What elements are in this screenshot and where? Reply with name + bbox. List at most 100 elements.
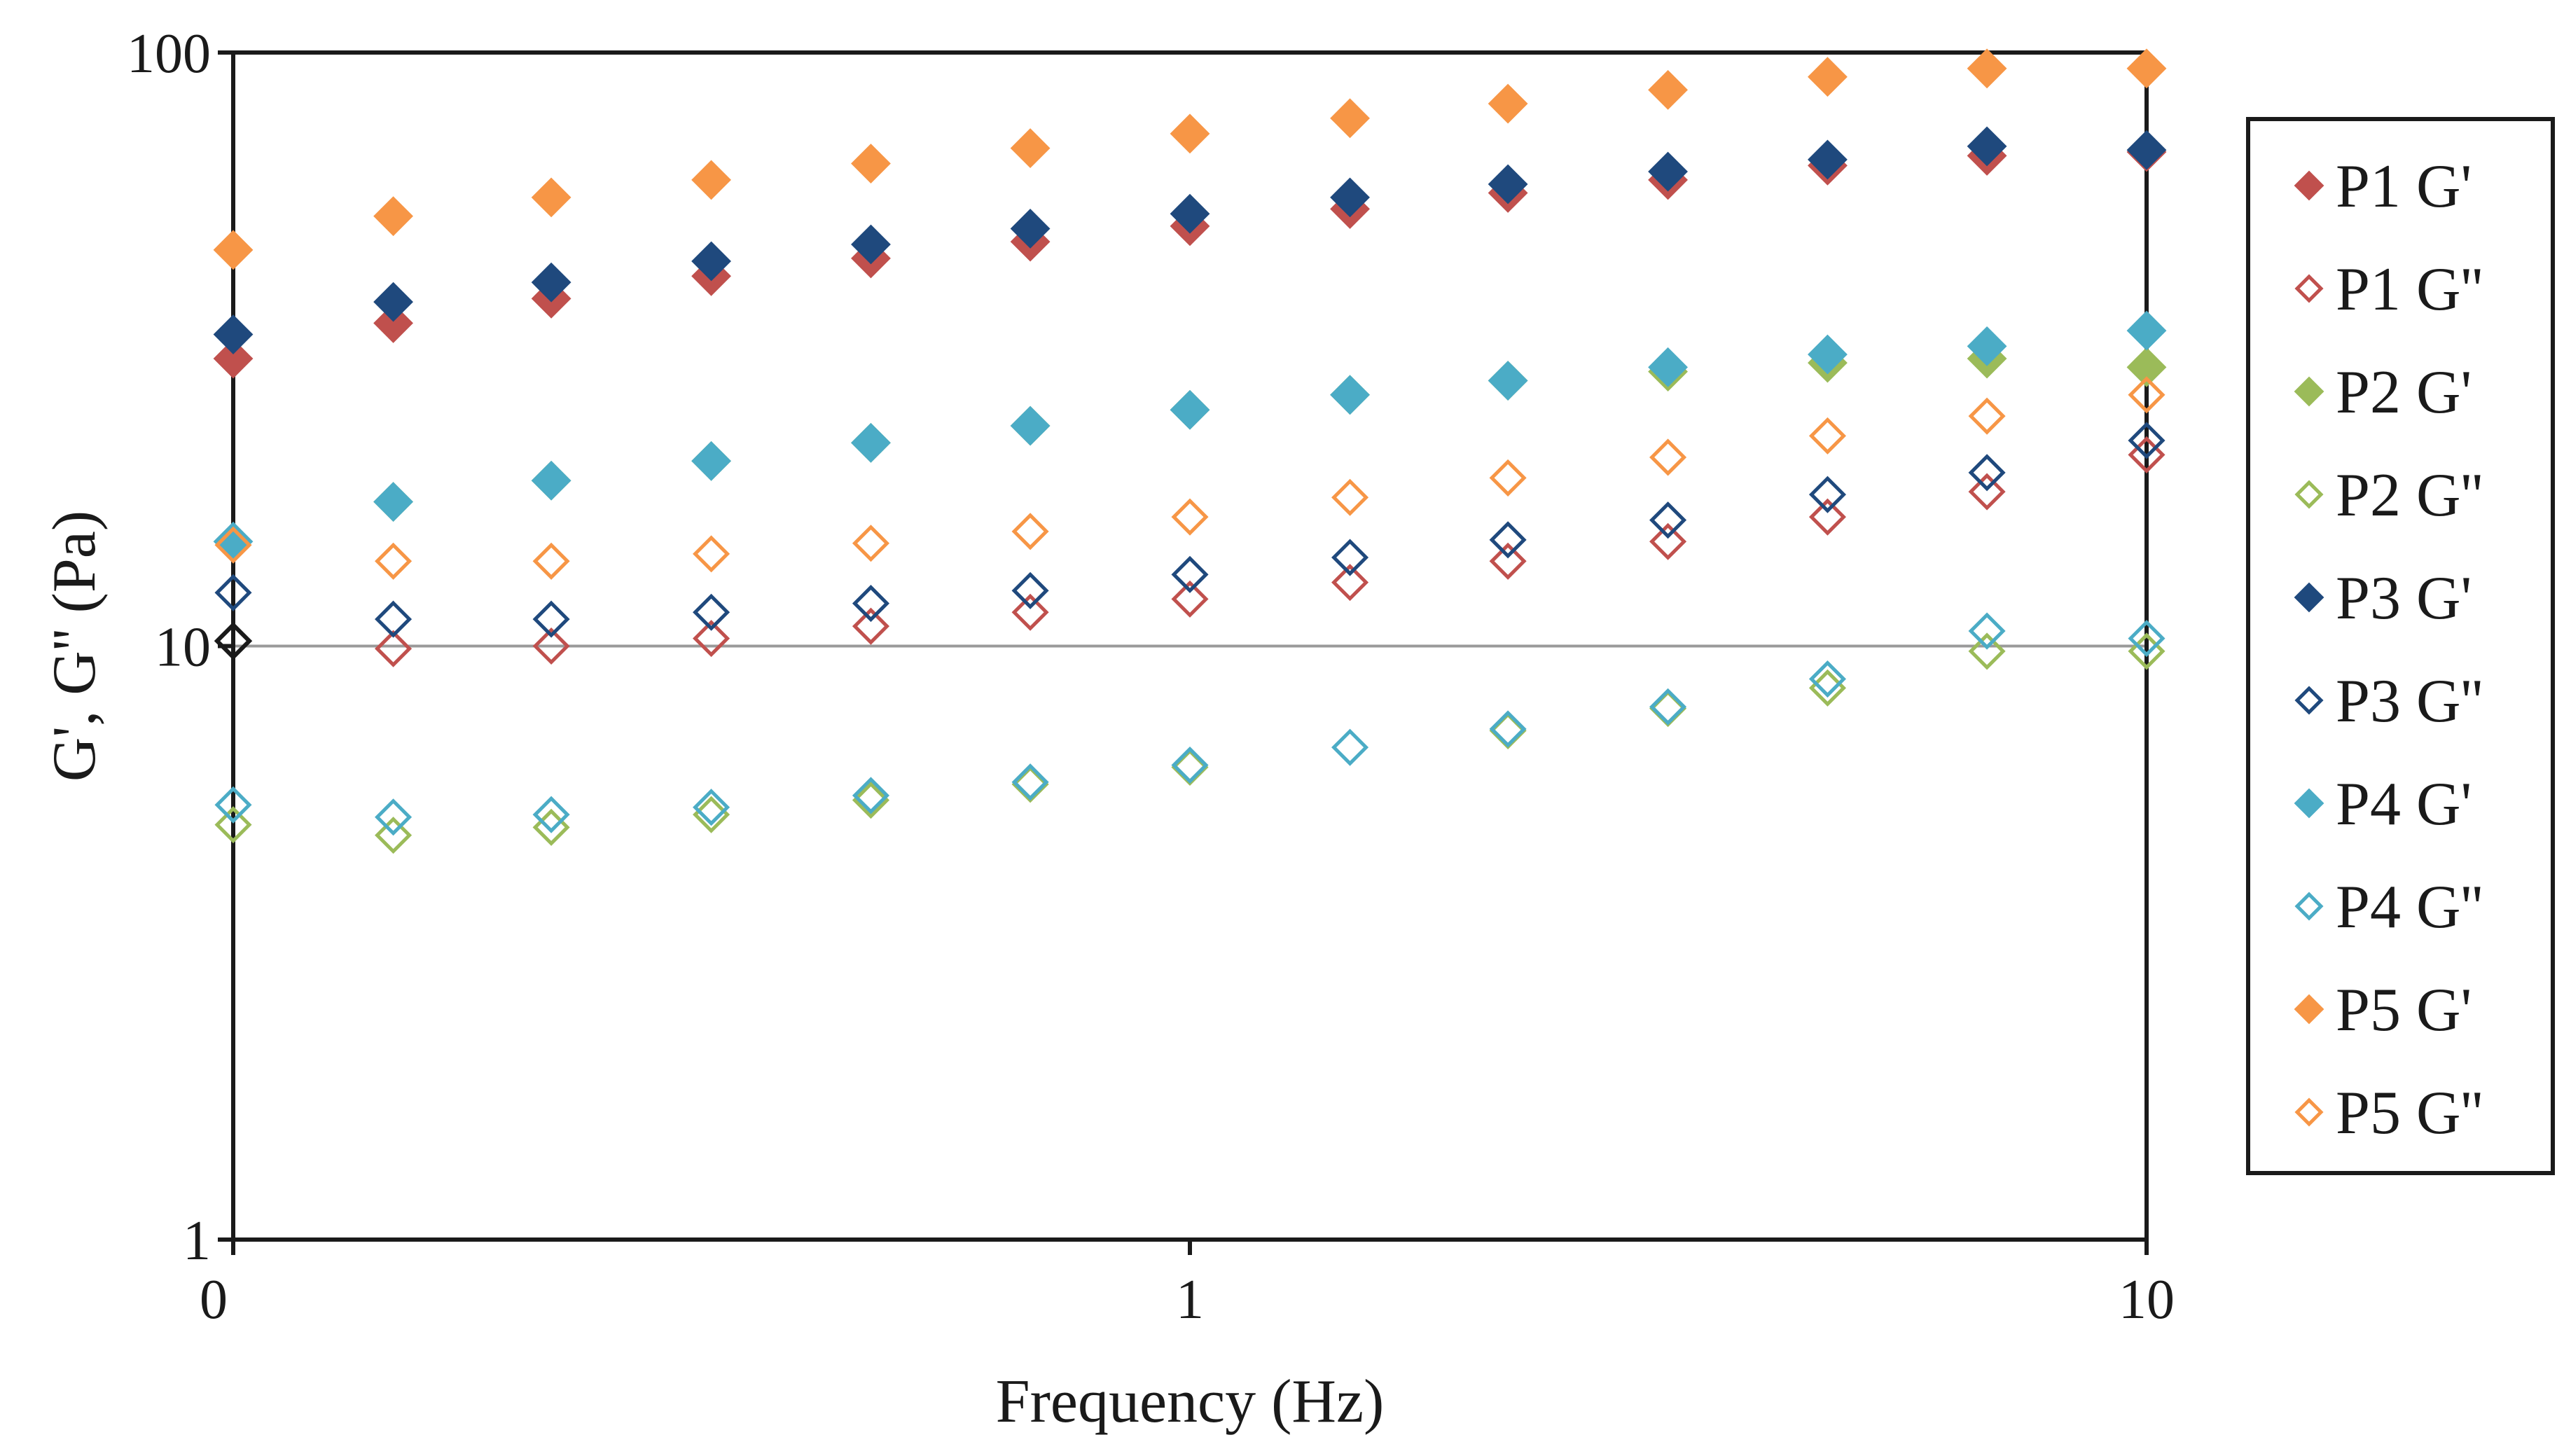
marker-p5-g-storage: [1488, 83, 1528, 124]
marker-p4-g-loss: [1808, 660, 1846, 698]
marker-p3-g-loss: [375, 600, 413, 638]
marker-p5-g-storage: [1330, 98, 1370, 139]
marker-p4-g-storage: [531, 460, 571, 501]
marker-p4-g-loss: [1171, 747, 1209, 784]
marker-p5-g-loss: [532, 542, 570, 580]
marker-p3-g-storage: [531, 262, 571, 303]
legend-entry-p1-g-loss: P1 G'': [2294, 256, 2483, 324]
marker-p2-g-loss: [375, 817, 413, 854]
marker-p5-g-storage: [373, 196, 413, 237]
marker-p5-g-storage: [691, 160, 731, 200]
legend-label: P2 G'': [2336, 462, 2483, 529]
marker-p1-g-loss: [693, 620, 730, 658]
legend-entry-p5-g-loss: P5 G'': [2294, 1079, 2483, 1147]
x-tick-label: 1: [1176, 1269, 1204, 1331]
marker-p4-g-storage: [1330, 375, 1370, 415]
marker-p3-g-loss: [532, 600, 570, 638]
marker-p4-g-storage: [2126, 310, 2167, 351]
marker-p3-g-storage: [1648, 151, 1688, 192]
legend-entry-p2-g-loss: P2 G'': [2294, 462, 2483, 529]
legend-entry-p1-g-storage: P1 G': [2294, 153, 2472, 221]
data-markers: [213, 48, 2167, 854]
marker-p1-g-loss: [1968, 473, 2006, 511]
marker-p2-g-loss: [1968, 632, 2006, 670]
legend-entry-p4-g-storage: P4 G': [2294, 770, 2472, 838]
legend-entry-p5-g-storage: P5 G': [2294, 976, 2472, 1044]
legend-marker: [2294, 480, 2324, 509]
series-p1-g-loss: [375, 436, 2165, 667]
marker-p5-g-storage: [531, 177, 571, 218]
marker-p1-g-loss: [1011, 593, 1049, 631]
marker-p1-g-loss: [2128, 436, 2165, 473]
marker-p4-g-loss: [1489, 710, 1527, 748]
series-p3-g-storage: [213, 126, 2167, 354]
marker-p5-g-storage: [2126, 48, 2167, 89]
marker-p3-g-loss: [1968, 454, 2006, 492]
marker-p3-g-storage: [1488, 164, 1528, 204]
legend-label: P1 G'': [2336, 256, 2483, 324]
marker-p3-g-loss: [1171, 555, 1209, 593]
marker-p1-g-loss: [1331, 564, 1369, 602]
marker-p5-g-storage: [213, 230, 254, 270]
y-tick-label: 1: [183, 1210, 211, 1272]
legend-label: P4 G'': [2336, 873, 2483, 941]
marker-p4-g-loss: [693, 789, 730, 826]
marker-p3-g-storage: [1808, 139, 1848, 180]
legend-marker: [2294, 892, 2324, 921]
legend-marker: [2294, 376, 2324, 407]
marker-p3-g-storage: [373, 282, 413, 322]
marker-p4-g-loss: [532, 796, 570, 833]
marker-p1-g-loss: [852, 607, 889, 645]
marker-p5-g-loss: [1489, 459, 1527, 497]
marker-p3-g-storage: [213, 314, 254, 354]
legend-entry-p3-g-storage: P3 G': [2294, 564, 2472, 632]
marker-p2-g-storage: [2126, 347, 2167, 387]
marker-p5-g-loss: [852, 525, 889, 562]
marker-p2-g-loss: [693, 796, 730, 833]
series-p3-g-loss: [214, 422, 2165, 638]
marker-p5-g-storage: [1010, 128, 1051, 168]
marker-p1-g-loss: [1171, 580, 1209, 618]
series-p5-g-storage: [213, 48, 2167, 270]
marker-p3-g-storage: [1170, 193, 1210, 234]
marker-p5-g-loss: [1808, 417, 1846, 455]
marker-p1-g-loss: [375, 630, 413, 667]
marker-black-open-diamond: [214, 621, 253, 660]
marker-p2-g-loss: [214, 806, 252, 844]
marker-p4-g-storage: [1010, 405, 1051, 446]
marker-p5-g-loss: [214, 526, 252, 564]
marker-p3-g-storage: [1330, 177, 1370, 218]
marker-p4-g-loss: [214, 786, 252, 824]
legend-marker: [2294, 170, 2324, 201]
marker-p3-g-loss: [1331, 539, 1369, 576]
marker-p3-g-loss: [1649, 501, 1687, 539]
legend-label: P5 G': [2336, 976, 2472, 1044]
marker-p3-g-storage: [851, 224, 891, 265]
marker-p1-g-loss: [1489, 542, 1527, 580]
marker-p3-g-loss: [1808, 476, 1846, 513]
y-axis-title: G', G'' (Pa): [41, 511, 109, 782]
marker-p5-g-storage: [851, 144, 891, 183]
marker-p3-g-storage: [1010, 209, 1051, 249]
series-p5-g-loss: [214, 376, 2165, 580]
legend-marker: [2294, 274, 2324, 303]
marker-p5-g-loss: [1649, 438, 1687, 476]
marker-p4-g-storage: [1967, 326, 2007, 366]
marker-p4-g-storage: [1648, 347, 1688, 387]
legend-box: [2246, 117, 2555, 1175]
marker-p3-g-loss: [214, 574, 252, 611]
marker-p1-g-loss: [1808, 498, 1846, 536]
marker-p2-g-loss: [852, 782, 889, 819]
marker-p4-g-storage: [1170, 389, 1210, 430]
marker-p5-g-loss: [1968, 397, 2006, 435]
marker-p3-g-storage: [2126, 130, 2167, 170]
marker-p5-g-loss: [693, 535, 730, 573]
legend-marker: [2294, 686, 2324, 715]
legend-marker: [2294, 582, 2324, 613]
marker-p1-g-storage: [373, 303, 413, 343]
marker-p5-g-storage: [1967, 48, 2007, 89]
legend: P1 G' P1 G'' P2 G' P2 G'' P3 G' P3 G'' P4 G' P4…: [2246, 117, 2555, 1175]
marker-p5-g-storage: [1170, 113, 1210, 154]
